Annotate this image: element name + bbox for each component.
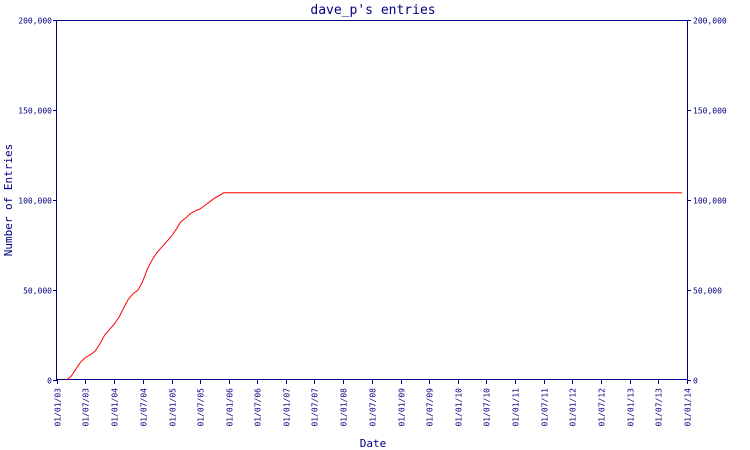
y-axis-right: 0 50,000 100,000 150,000 200,000 xyxy=(687,17,727,386)
x-tick-label: 01/07/12 xyxy=(598,388,607,427)
x-tick-label: 01/01/11 xyxy=(512,388,521,427)
y-tick-label-left: 150,000 xyxy=(18,107,52,116)
x-axis-label: Date xyxy=(360,437,387,450)
x-tick-label: 01/01/14 xyxy=(684,388,693,427)
x-tick-label: 01/07/07 xyxy=(311,388,320,427)
x-tick-label: 01/01/13 xyxy=(627,388,636,427)
y-tick-label-right: 0 xyxy=(693,377,698,386)
x-tick-label: 01/07/13 xyxy=(655,388,664,427)
x-tick-label: 01/07/04 xyxy=(140,388,149,427)
x-tick-label: 01/07/06 xyxy=(254,388,263,427)
y-tick-label-right: 150,000 xyxy=(693,107,727,116)
x-axis: 01/01/03 01/07/03 01/01/04 01/07/04 01/01/05… xyxy=(54,380,693,427)
x-tick-label: 01/07/11 xyxy=(541,388,550,427)
x-tick-label: 01/01/03 xyxy=(54,388,63,427)
y-tick-label-right: 200,000 xyxy=(693,17,727,26)
y-tick-label-left: 100,000 xyxy=(18,197,52,206)
x-tick-label: 01/07/09 xyxy=(426,388,435,427)
x-tick-label: 01/07/05 xyxy=(197,388,206,427)
y-tick-label-left: 50,000 xyxy=(23,287,52,296)
y-axis-left: 0 50,000 100,000 150,000 200,000 xyxy=(18,17,57,386)
y-tick-label-left: 0 xyxy=(47,377,52,386)
x-tick-label: 01/01/10 xyxy=(455,388,464,427)
plot-area xyxy=(56,20,688,380)
x-tick-label: 01/01/06 xyxy=(226,388,235,427)
x-tick-label: 01/01/09 xyxy=(398,388,407,427)
x-tick-label: 01/07/10 xyxy=(483,388,492,427)
x-tick-label: 01/01/12 xyxy=(569,388,578,427)
x-tick-label: 01/01/07 xyxy=(283,388,292,427)
y-tick-label-right: 100,000 xyxy=(693,197,727,206)
y-tick-label-left: 200,000 xyxy=(18,17,52,26)
x-tick-label: 01/01/05 xyxy=(169,388,178,427)
x-tick-label: 01/07/08 xyxy=(369,388,378,427)
x-tick-label: 01/07/03 xyxy=(82,388,91,427)
x-tick-label: 01/01/08 xyxy=(340,388,349,427)
x-tick-label: 01/01/04 xyxy=(111,388,120,427)
series-line xyxy=(66,192,683,381)
y-axis-label: Number of Entries xyxy=(2,144,15,257)
y-tick-label-right: 50,000 xyxy=(693,287,722,296)
chart-title: dave_p's entries xyxy=(310,3,435,18)
